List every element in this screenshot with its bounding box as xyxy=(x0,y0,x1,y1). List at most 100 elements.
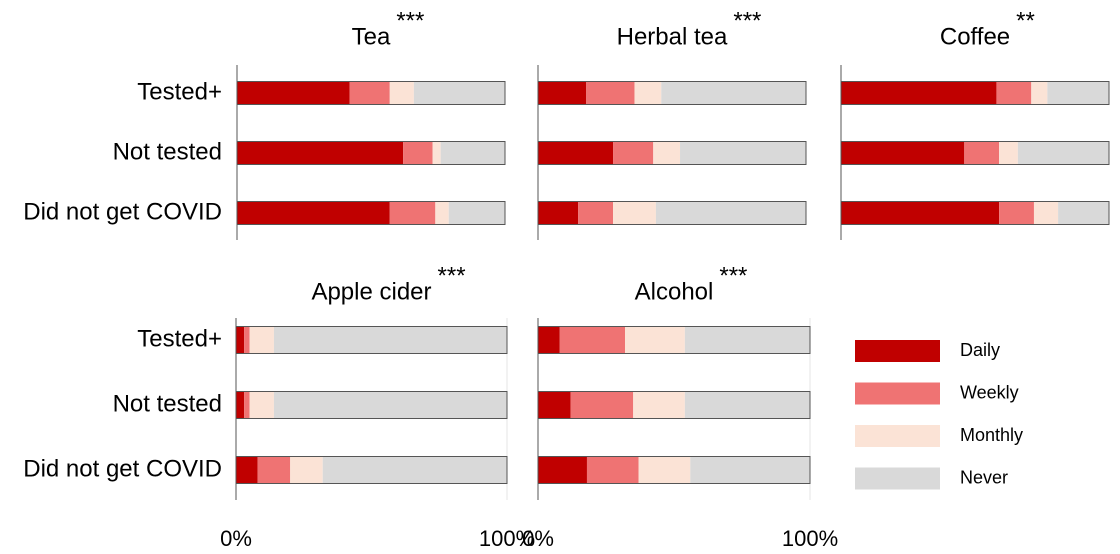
bar-segment xyxy=(684,391,810,419)
bar-segment xyxy=(964,141,1000,165)
bar-segment xyxy=(690,456,810,484)
bar-outline xyxy=(235,391,508,419)
bar-segment xyxy=(841,81,997,105)
bar-segment xyxy=(586,456,639,484)
bar-segment xyxy=(613,141,654,165)
bar-segment xyxy=(538,201,579,225)
bar-segment xyxy=(661,81,806,105)
bar-segment xyxy=(684,326,810,354)
bar-segment xyxy=(578,201,614,225)
bar-segment xyxy=(653,141,681,165)
bar-segment xyxy=(249,326,274,354)
panel-title: Alcohol xyxy=(635,278,714,305)
x-tick-label: 0% xyxy=(220,526,252,551)
bar-segment xyxy=(538,81,587,105)
legend-label: Monthly xyxy=(960,425,1023,445)
bar-segment xyxy=(249,391,274,419)
bar-outline xyxy=(236,81,506,105)
bar-segment xyxy=(999,141,1018,165)
bar-outline xyxy=(537,391,811,419)
bar-segment xyxy=(273,326,507,354)
bar-outline xyxy=(537,326,811,354)
significance: *** xyxy=(438,262,466,289)
x-tick-label: 100% xyxy=(479,526,535,551)
bar-segment xyxy=(322,456,507,484)
bar-segment xyxy=(1031,81,1048,105)
bar-segment xyxy=(613,201,656,225)
legend-swatch xyxy=(855,382,940,405)
bar-outline xyxy=(235,326,508,354)
bar-outline xyxy=(537,201,807,225)
legend-swatch xyxy=(855,340,940,362)
bar-segment xyxy=(841,141,965,165)
bar-outline xyxy=(236,141,506,165)
bar-segment xyxy=(538,326,560,354)
y-tick-label: Not tested xyxy=(113,138,222,165)
bar-segment xyxy=(432,141,441,165)
bar-segment xyxy=(625,326,685,354)
y-tick-label: Tested+ xyxy=(137,325,222,352)
x-tick-label: 0% xyxy=(522,526,554,551)
panel-title: Coffee xyxy=(940,23,1010,50)
bar-segment xyxy=(237,141,404,165)
bar-segment xyxy=(634,81,662,105)
panel-title: Herbal tea xyxy=(617,23,728,50)
bar-segment xyxy=(236,326,245,354)
bar-segment xyxy=(538,141,614,165)
legend-label: Never xyxy=(960,467,1008,487)
bar-segment xyxy=(841,201,1000,225)
legend-swatch xyxy=(855,467,940,490)
bar-segment xyxy=(538,456,587,484)
panel-title: Apple cider xyxy=(311,278,431,305)
bar-outline xyxy=(537,81,807,105)
legend-label: Weekly xyxy=(960,382,1019,402)
x-tick-label: 100% xyxy=(782,526,838,551)
bar-segment xyxy=(403,141,433,165)
bar-segment xyxy=(448,201,505,225)
bar-segment xyxy=(638,456,691,484)
bar-segment xyxy=(655,201,806,225)
bar-segment xyxy=(1017,141,1109,165)
bar-segment xyxy=(559,326,626,354)
bar-segment xyxy=(440,141,505,165)
bar-segment xyxy=(680,141,806,165)
bar-outline xyxy=(537,456,811,484)
bar-segment xyxy=(237,201,390,225)
y-tick-label: Not tested xyxy=(113,390,222,417)
bar-segment xyxy=(349,81,390,105)
significance: *** xyxy=(719,262,747,289)
bar-segment xyxy=(996,81,1032,105)
bar-outline xyxy=(840,81,1110,105)
bar-segment xyxy=(237,81,350,105)
bar-segment xyxy=(570,391,634,419)
significance: *** xyxy=(733,7,761,34)
bar-segment xyxy=(236,391,245,419)
bar-segment xyxy=(244,326,250,354)
bar-segment xyxy=(435,201,449,225)
significance: ** xyxy=(1016,7,1035,34)
bar-segment xyxy=(999,201,1034,225)
bar-segment xyxy=(236,456,258,484)
bar-segment xyxy=(290,456,323,484)
bar-segment xyxy=(586,81,635,105)
bar-segment xyxy=(389,81,414,105)
bar-outline xyxy=(840,201,1110,225)
bar-segment xyxy=(1058,201,1109,225)
bar-segment xyxy=(389,201,436,225)
bar-segment xyxy=(1047,81,1109,105)
y-tick-label: Tested+ xyxy=(137,78,222,105)
bar-outline xyxy=(537,141,807,165)
y-tick-label: Did not get COVID xyxy=(23,455,222,482)
bar-segment xyxy=(413,81,505,105)
panel-title: Tea xyxy=(352,23,391,50)
bar-outline xyxy=(236,201,506,225)
bar-segment xyxy=(273,391,507,419)
legend-swatch xyxy=(855,425,940,447)
legend-label: Daily xyxy=(960,340,1000,360)
bar-segment xyxy=(244,391,250,419)
y-tick-label: Did not get COVID xyxy=(23,198,222,225)
bar-outline xyxy=(235,456,508,484)
bar-outline xyxy=(840,141,1110,165)
